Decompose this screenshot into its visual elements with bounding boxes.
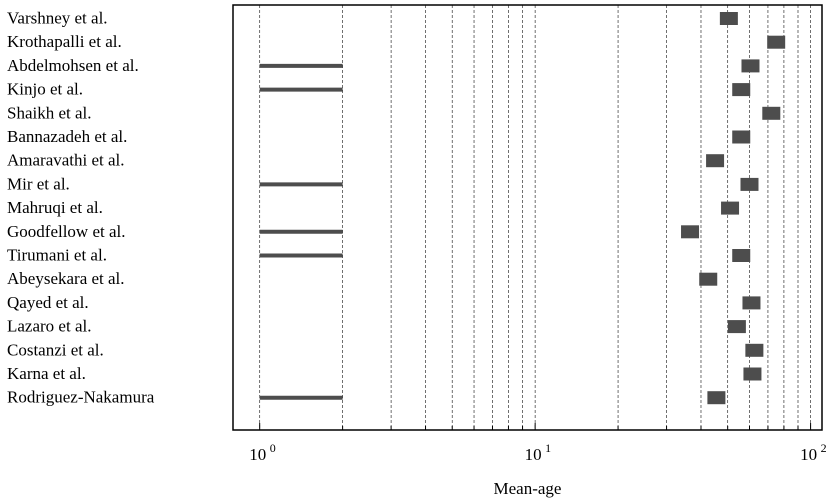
x-tick-label: 10: [525, 445, 542, 464]
x-axis-ticks: 10 0 10 1 10 2: [249, 441, 826, 464]
mean-age-box: [727, 320, 746, 334]
study-label: Krothapalli et al.: [7, 32, 122, 51]
mean-age-box: [732, 83, 751, 97]
x-tick-exponent: 1: [545, 441, 551, 455]
mean-age-box: [743, 367, 762, 381]
mean-age-box: [681, 225, 700, 239]
study-label: Qayed et al.: [7, 293, 89, 312]
mean-age-box: [706, 154, 725, 168]
x-tick-label: 10: [249, 445, 266, 464]
mean-age-box: [732, 249, 751, 262]
study-label: Amaravathi et al.: [7, 151, 125, 170]
study-label: Tirumani et al.: [7, 246, 107, 265]
mean-age-markers: [681, 12, 786, 405]
vertical-gridlines: [259, 5, 812, 430]
x-tick-exponent: 2: [821, 441, 827, 455]
study-label: Shaikh et al.: [7, 103, 92, 122]
mean-age-box: [699, 272, 718, 286]
mean-age-box: [742, 296, 761, 310]
plot-frame: [232, 4, 823, 431]
study-label: Lazaro et al.: [7, 317, 91, 336]
study-label: Varshney et al.: [7, 9, 108, 28]
mean-age-box: [741, 59, 760, 73]
mean-age-box: [767, 35, 786, 49]
study-label: Abdelmohsen et al.: [7, 56, 139, 75]
age-range-lines: [259, 63, 343, 400]
study-label: Mahruqi et al.: [7, 198, 103, 217]
mean-age-box: [740, 177, 759, 191]
study-labels: Varshney et al. Krothapalli et al. Abdelmo…: [7, 9, 155, 407]
mean-age-box: [719, 12, 738, 25]
study-label: Karna et al.: [7, 364, 86, 383]
study-label: Bannazadeh et al.: [7, 127, 127, 146]
study-label: Kinjo et al.: [7, 80, 83, 99]
mean-age-box: [707, 391, 726, 405]
x-axis-title: Mean-age: [494, 479, 562, 498]
study-label: Mir et al.: [7, 174, 70, 193]
mean-age-box: [732, 130, 751, 144]
x-tick-exponent: 0: [270, 441, 276, 455]
study-label: Costanzi et al.: [7, 340, 104, 359]
x-tick-label: 10: [800, 445, 817, 464]
mean-age-box: [762, 106, 781, 120]
study-label: Goodfellow et al.: [7, 222, 126, 241]
mean-age-box: [745, 343, 764, 357]
study-label: Abeysekara et al.: [7, 269, 125, 288]
study-label: Rodriguez-Nakamura: [7, 388, 155, 407]
mean-age-box: [721, 201, 740, 215]
